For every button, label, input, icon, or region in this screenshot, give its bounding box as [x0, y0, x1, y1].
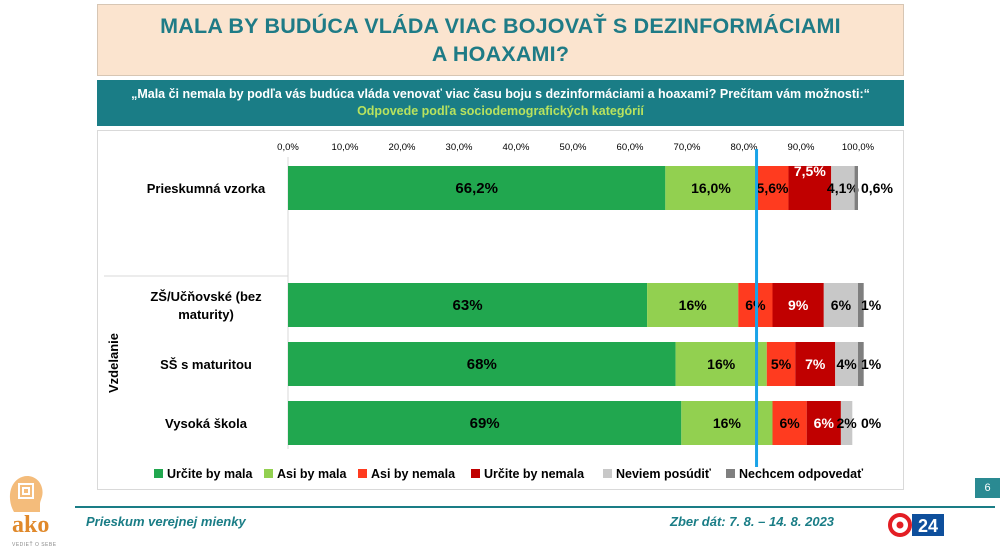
collection-dates: Zber dát: 7. 8. – 14. 8. 2023 [670, 514, 835, 529]
ako-logo: ako VEDIEŤ O SEBE [6, 472, 72, 558]
bar-data-label: 16% [707, 356, 736, 372]
page-title: MALA BY BUDÚCA VLÁDA VIAC BOJOVAŤ S DEZI… [160, 14, 841, 66]
tv24-logo: 24 [888, 512, 948, 538]
question-box: „Mala či nemala by podľa vás budúca vlád… [97, 80, 904, 126]
bar-data-label: 5,6% [757, 180, 789, 196]
bar-data-label: 4% [836, 356, 857, 372]
bar-data-label: 0,6% [861, 180, 893, 196]
tv24-logo-text: 24 [918, 516, 938, 536]
bar-data-label: 0% [861, 415, 882, 431]
bar-segment [858, 342, 864, 386]
x-tick-label: 60,0% [617, 142, 644, 153]
chart-subtitle: Odpovede podľa sociodemografických kateg… [357, 104, 644, 118]
stacked-bar-chart: 0,0% 10,0% 20,0% 30,0% 40,0% 50,0% 60,0% 70,0% 8… [104, 142, 893, 481]
bar-segment [835, 342, 858, 386]
survey-name: Prieskum verejnej mienky [86, 514, 246, 529]
side-strip [975, 0, 1000, 476]
bar-segment [288, 401, 682, 445]
bar-data-label: 63% [453, 297, 483, 314]
legend-label: Určite by mala [167, 467, 254, 481]
x-tick-label: 50,0% [560, 142, 587, 153]
bar-segment [675, 342, 767, 386]
x-tick-label: 70,0% [674, 142, 701, 153]
bar-data-label: 1% [861, 297, 882, 313]
bar-data-label: 6% [779, 415, 800, 431]
bar-segment [831, 166, 855, 210]
title-box: MALA BY BUDÚCA VLÁDA VIAC BOJOVAŤ S DEZI… [97, 4, 904, 76]
bar-segment [788, 166, 832, 210]
category-label: ZŠ/Učňovské (bez maturity) [150, 289, 262, 322]
legend-swatch [154, 469, 163, 478]
ako-logo-text: ako [12, 512, 50, 538]
bar-segment [823, 283, 858, 327]
x-tick-label: 20,0% [389, 142, 416, 153]
bar-segment [766, 342, 796, 386]
bar-data-label: 6% [814, 415, 835, 431]
bar-data-label: 4,1% [827, 180, 859, 196]
bar-data-label: 16% [679, 297, 708, 313]
bar-data-label: 7,5% [794, 163, 826, 179]
footer-divider [75, 506, 995, 508]
bar-segment [806, 401, 841, 445]
legend-swatch [358, 469, 367, 478]
category-label: Prieskumná vzorka [147, 181, 266, 196]
tv24-logo-graphic: 24 [888, 513, 944, 537]
survey-question: „Mala či nemala by podľa vás budúca vlád… [131, 87, 870, 101]
bar-data-label: 9% [788, 297, 809, 313]
x-tick-label: 100,0% [842, 142, 875, 153]
x-tick-label: 30,0% [446, 142, 473, 153]
page-number: 6 [975, 478, 1000, 498]
bar-segment [665, 166, 757, 210]
x-tick-label: 10,0% [332, 142, 359, 153]
legend-label: Neviem posúdiť [616, 467, 711, 481]
legend-label: Určite by nemala [484, 467, 585, 481]
group-label: Vzdelanie [106, 333, 121, 393]
bar-segment [772, 283, 824, 327]
bar-data-label: 69% [470, 415, 500, 432]
x-tick-label: 0,0% [277, 142, 299, 153]
bar-segment [772, 401, 807, 445]
x-tick-label: 40,0% [503, 142, 530, 153]
category-label: Vysoká škola [165, 416, 248, 431]
bar-data-label: 16,0% [691, 180, 731, 196]
bar-data-label: 6% [831, 297, 852, 313]
legend-label: Asi by mala [277, 467, 348, 481]
legend-label: Nechcem odpovedať [739, 467, 863, 481]
ako-logo-tagline: VEDIEŤ O SEBE [12, 542, 57, 548]
bar-segment [756, 166, 789, 210]
bar-data-label: 5% [771, 356, 792, 372]
bar-segment [288, 166, 666, 210]
bar-segment [288, 283, 648, 327]
x-tick-label: 80,0% [731, 142, 758, 153]
bar-data-label: 2% [836, 415, 857, 431]
bar-segment [840, 401, 853, 445]
legend-swatch [264, 469, 273, 478]
bar-segment [647, 283, 739, 327]
bar-data-label: 16% [713, 415, 742, 431]
legend-label: Asi by nemala [371, 467, 456, 481]
bar-segment [288, 342, 676, 386]
legend-swatch [471, 469, 480, 478]
bar-segment [858, 283, 864, 327]
x-tick-label: 90,0% [788, 142, 815, 153]
chart-area: 0,0% 10,0% 20,0% 30,0% 40,0% 50,0% 60,0% 70,0% 8… [97, 130, 904, 490]
bar-data-label: 68% [467, 356, 497, 373]
bar-data-label: 7% [805, 356, 826, 372]
bar-segment [854, 166, 858, 210]
bar-data-label: 1% [861, 356, 882, 372]
head-icon [9, 475, 43, 512]
bar-data-label: 66,2% [455, 180, 498, 197]
legend-swatch [603, 469, 612, 478]
legend-swatch [726, 469, 735, 478]
bar-segment [795, 342, 836, 386]
category-label: SŠ s maturitou [160, 357, 252, 372]
